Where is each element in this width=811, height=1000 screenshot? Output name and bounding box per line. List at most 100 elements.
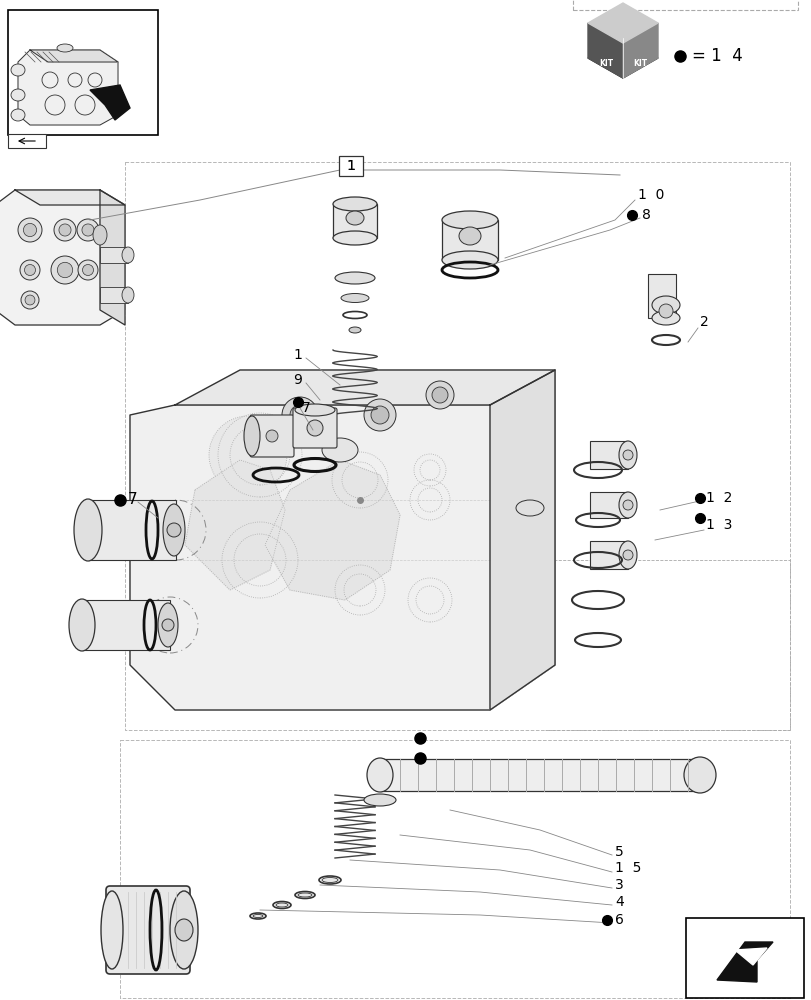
Ellipse shape [335,272,375,284]
Ellipse shape [243,416,260,456]
Circle shape [18,218,42,242]
Circle shape [24,264,36,275]
Bar [573,0,797,10]
Polygon shape [264,460,400,600]
Text: 1: 1 [346,159,355,173]
Ellipse shape [163,504,185,556]
Bar [100,287,128,303]
Polygon shape [90,85,130,120]
Ellipse shape [458,227,480,245]
Bar [441,220,497,260]
Circle shape [281,397,318,433]
Text: 1  0: 1 0 [637,188,663,202]
Circle shape [59,224,71,236]
Text: KIT: KIT [599,59,612,68]
Ellipse shape [11,89,25,101]
Ellipse shape [158,603,178,647]
Polygon shape [130,370,554,710]
Ellipse shape [175,919,193,941]
Ellipse shape [266,430,277,442]
Ellipse shape [622,550,633,560]
Bar [333,204,376,238]
Polygon shape [489,370,554,710]
Ellipse shape [11,64,25,76]
Ellipse shape [167,523,181,537]
Polygon shape [587,23,622,78]
Ellipse shape [298,893,311,897]
Text: 1: 1 [293,348,302,362]
Text: 5: 5 [614,845,623,859]
Text: 1  2: 1 2 [705,491,732,505]
Ellipse shape [57,44,73,52]
Polygon shape [18,50,118,125]
Polygon shape [716,942,772,982]
Ellipse shape [441,211,497,229]
Ellipse shape [69,599,95,651]
Ellipse shape [169,891,198,969]
Circle shape [290,405,310,425]
Polygon shape [100,190,125,325]
Ellipse shape [162,619,174,631]
Bar [100,247,128,263]
Text: 2: 2 [699,315,708,329]
Circle shape [83,264,93,275]
Bar [8,134,46,148]
Ellipse shape [515,500,543,516]
Ellipse shape [253,914,263,917]
Text: 1: 1 [346,159,355,173]
Ellipse shape [651,311,679,325]
Ellipse shape [363,794,396,806]
Polygon shape [185,460,285,590]
Text: 1  5: 1 5 [614,861,641,875]
Bar [82,600,169,650]
Circle shape [426,381,453,409]
Bar [8,10,158,135]
Circle shape [77,219,99,241]
Ellipse shape [618,441,636,469]
FancyBboxPatch shape [338,156,363,176]
Ellipse shape [333,197,376,211]
Polygon shape [734,948,766,965]
Text: KIT: KIT [632,59,646,68]
Ellipse shape [294,404,335,416]
Ellipse shape [651,296,679,314]
Text: 4: 4 [614,895,623,909]
Ellipse shape [93,225,107,245]
Bar [88,500,176,560]
Text: = 1  4: = 1 4 [691,47,742,65]
Polygon shape [622,23,657,78]
Circle shape [78,260,98,280]
Text: 1  3: 1 3 [705,518,732,532]
Ellipse shape [349,327,361,333]
Polygon shape [587,3,657,43]
FancyBboxPatch shape [250,415,294,457]
Polygon shape [175,370,554,405]
Circle shape [21,291,39,309]
Ellipse shape [276,903,288,907]
Ellipse shape [101,891,122,969]
Ellipse shape [622,500,633,510]
Ellipse shape [74,499,102,561]
Ellipse shape [322,878,337,882]
Circle shape [58,262,73,278]
Ellipse shape [11,109,25,121]
Text: 9: 9 [293,373,302,387]
Ellipse shape [618,541,636,569]
Ellipse shape [345,211,363,225]
Circle shape [25,295,35,305]
Ellipse shape [208,416,286,494]
Polygon shape [587,38,657,78]
Polygon shape [0,190,125,325]
Bar [380,759,699,791]
Bar [685,918,803,998]
Text: 7: 7 [302,401,311,415]
Bar [590,492,627,518]
Polygon shape [15,190,125,205]
Ellipse shape [307,420,323,436]
Ellipse shape [322,438,358,462]
Circle shape [54,219,76,241]
Ellipse shape [122,287,134,303]
Ellipse shape [683,757,715,793]
Circle shape [363,399,396,431]
Ellipse shape [333,231,376,245]
